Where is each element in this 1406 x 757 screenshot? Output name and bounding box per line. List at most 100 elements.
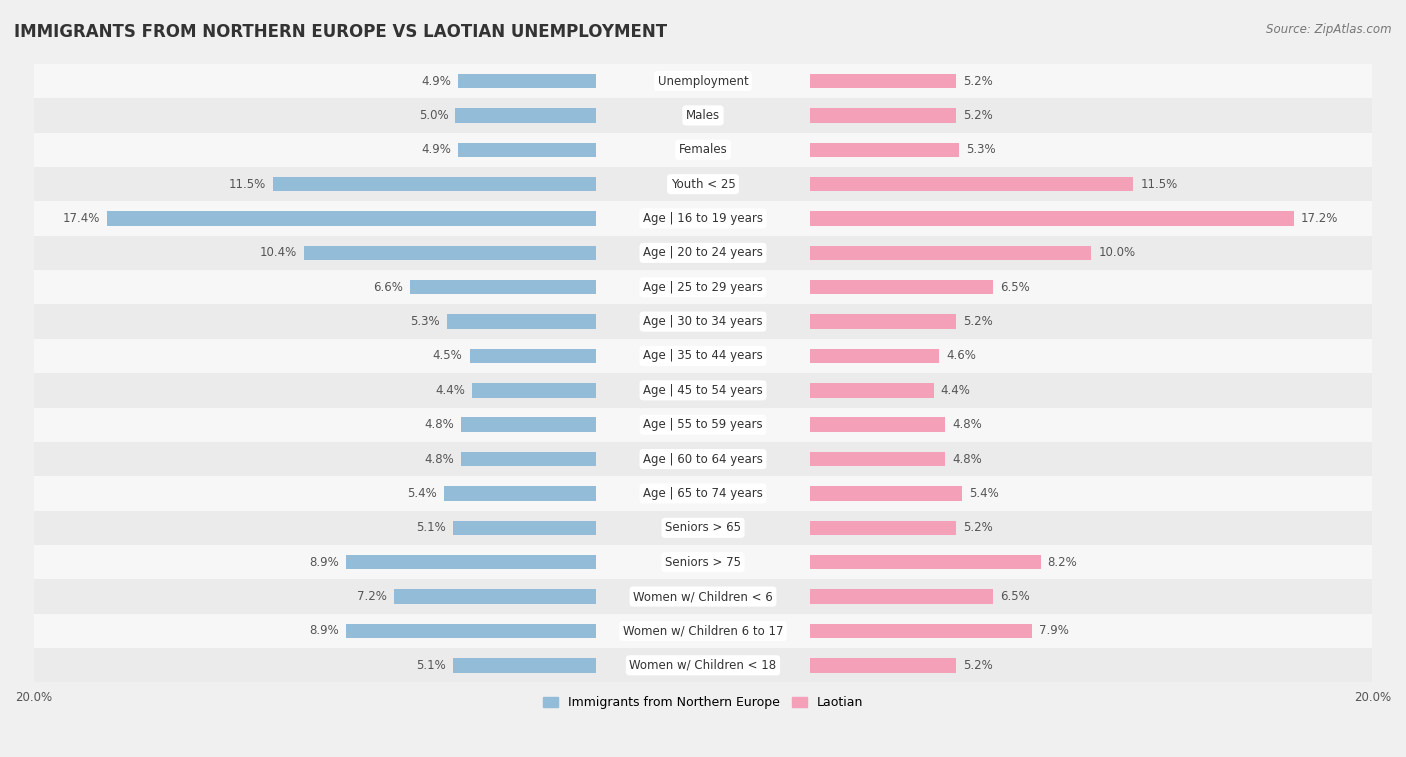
Text: Age | 25 to 29 years: Age | 25 to 29 years — [643, 281, 763, 294]
Text: 11.5%: 11.5% — [228, 178, 266, 191]
Bar — [810, 74, 956, 89]
Bar — [447, 314, 596, 329]
Text: 8.9%: 8.9% — [309, 556, 339, 569]
Bar — [810, 418, 945, 432]
Bar — [346, 555, 596, 569]
Bar — [458, 74, 596, 89]
Text: 5.2%: 5.2% — [963, 109, 993, 122]
Bar — [810, 349, 939, 363]
Bar — [810, 590, 993, 604]
Text: Age | 55 to 59 years: Age | 55 to 59 years — [643, 418, 763, 431]
Bar — [810, 624, 1032, 638]
Bar — [34, 132, 1372, 167]
Bar — [810, 211, 1294, 226]
Text: 6.6%: 6.6% — [374, 281, 404, 294]
Text: 7.9%: 7.9% — [1039, 625, 1069, 637]
Text: 7.2%: 7.2% — [357, 590, 387, 603]
Bar — [34, 270, 1372, 304]
Bar — [810, 314, 956, 329]
Text: 6.5%: 6.5% — [1000, 281, 1029, 294]
Text: 4.6%: 4.6% — [946, 350, 976, 363]
Text: 10.4%: 10.4% — [259, 246, 297, 260]
Bar — [34, 373, 1372, 407]
Bar — [810, 246, 1091, 260]
Text: Males: Males — [686, 109, 720, 122]
Text: Age | 20 to 24 years: Age | 20 to 24 years — [643, 246, 763, 260]
Text: 5.4%: 5.4% — [969, 487, 998, 500]
Text: Women w/ Children < 6: Women w/ Children < 6 — [633, 590, 773, 603]
Text: 4.8%: 4.8% — [952, 453, 981, 466]
Bar — [394, 590, 596, 604]
Bar — [472, 383, 596, 397]
Bar — [273, 177, 596, 192]
Bar — [810, 486, 962, 500]
Bar — [34, 407, 1372, 442]
Bar — [34, 167, 1372, 201]
Text: Age | 45 to 54 years: Age | 45 to 54 years — [643, 384, 763, 397]
Text: Age | 65 to 74 years: Age | 65 to 74 years — [643, 487, 763, 500]
Text: Age | 16 to 19 years: Age | 16 to 19 years — [643, 212, 763, 225]
Text: 4.5%: 4.5% — [433, 350, 463, 363]
Bar — [461, 418, 596, 432]
Text: 8.9%: 8.9% — [309, 625, 339, 637]
Bar — [107, 211, 596, 226]
Bar — [304, 246, 596, 260]
Bar — [453, 658, 596, 672]
Text: 4.4%: 4.4% — [436, 384, 465, 397]
Text: 5.3%: 5.3% — [411, 315, 440, 328]
Text: 10.0%: 10.0% — [1098, 246, 1135, 260]
Text: Source: ZipAtlas.com: Source: ZipAtlas.com — [1267, 23, 1392, 36]
Bar — [34, 614, 1372, 648]
Text: 4.9%: 4.9% — [422, 143, 451, 156]
Text: Youth < 25: Youth < 25 — [671, 178, 735, 191]
Text: 5.0%: 5.0% — [419, 109, 449, 122]
Bar — [34, 442, 1372, 476]
Text: 6.5%: 6.5% — [1000, 590, 1029, 603]
Text: 4.8%: 4.8% — [425, 453, 454, 466]
Text: Age | 30 to 34 years: Age | 30 to 34 years — [643, 315, 763, 328]
Bar — [34, 304, 1372, 339]
Text: 8.2%: 8.2% — [1047, 556, 1077, 569]
Text: 4.8%: 4.8% — [425, 418, 454, 431]
Text: 17.4%: 17.4% — [62, 212, 100, 225]
Text: 4.9%: 4.9% — [422, 74, 451, 88]
Text: Age | 35 to 44 years: Age | 35 to 44 years — [643, 350, 763, 363]
Text: 5.2%: 5.2% — [963, 522, 993, 534]
Bar — [470, 349, 596, 363]
Text: 5.4%: 5.4% — [408, 487, 437, 500]
Bar — [810, 658, 956, 672]
Text: 4.4%: 4.4% — [941, 384, 970, 397]
Text: 4.8%: 4.8% — [952, 418, 981, 431]
Bar — [810, 177, 1133, 192]
Bar — [810, 555, 1040, 569]
Bar — [810, 452, 945, 466]
Text: 5.3%: 5.3% — [966, 143, 995, 156]
Bar — [810, 108, 956, 123]
Bar — [34, 511, 1372, 545]
Bar — [34, 476, 1372, 511]
Text: 5.1%: 5.1% — [416, 522, 446, 534]
Bar — [411, 280, 596, 294]
Bar — [346, 624, 596, 638]
Text: Women w/ Children < 18: Women w/ Children < 18 — [630, 659, 776, 671]
Bar — [34, 339, 1372, 373]
Bar — [458, 142, 596, 157]
Text: 17.2%: 17.2% — [1301, 212, 1339, 225]
Text: 5.2%: 5.2% — [963, 659, 993, 671]
Text: Females: Females — [679, 143, 727, 156]
Text: 5.2%: 5.2% — [963, 74, 993, 88]
Bar — [444, 486, 596, 500]
Bar — [810, 142, 959, 157]
Text: 11.5%: 11.5% — [1140, 178, 1178, 191]
Text: 5.2%: 5.2% — [963, 315, 993, 328]
Text: Age | 60 to 64 years: Age | 60 to 64 years — [643, 453, 763, 466]
Bar — [34, 235, 1372, 270]
Bar — [34, 201, 1372, 235]
Text: Unemployment: Unemployment — [658, 74, 748, 88]
Bar — [34, 545, 1372, 579]
Text: 5.1%: 5.1% — [416, 659, 446, 671]
Text: Women w/ Children 6 to 17: Women w/ Children 6 to 17 — [623, 625, 783, 637]
Text: IMMIGRANTS FROM NORTHERN EUROPE VS LAOTIAN UNEMPLOYMENT: IMMIGRANTS FROM NORTHERN EUROPE VS LAOTI… — [14, 23, 668, 41]
Bar — [34, 579, 1372, 614]
Bar — [453, 521, 596, 535]
